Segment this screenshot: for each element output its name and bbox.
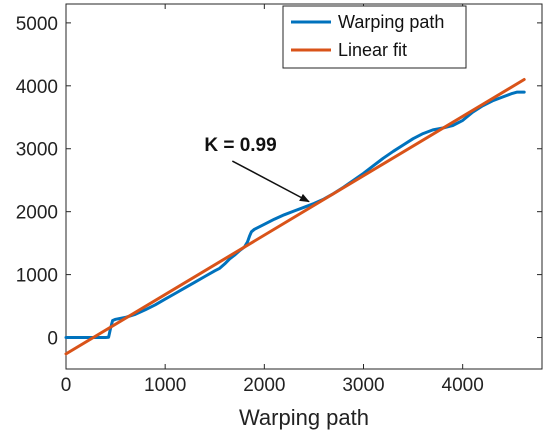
y-tick-label: 4000 — [16, 77, 58, 98]
y-tick-label: 2000 — [16, 203, 58, 224]
y-tick-label: 3000 — [16, 140, 58, 161]
x-tick-label: 1000 — [144, 375, 186, 396]
y-tick-label: 1000 — [16, 266, 58, 287]
x-tick-label: 0 — [61, 375, 72, 396]
linear-fit-line — [64, 78, 526, 356]
legend-box — [282, 5, 467, 69]
x-axis: 0 1000 2000 3000 4000 — [61, 4, 484, 396]
legend-label-linear-fit: Linear fit — [338, 40, 407, 60]
annotation-arrow — [231, 160, 310, 203]
x-axis-title: Warping path — [239, 405, 369, 430]
x-tick-label: 4000 — [442, 375, 484, 396]
x-tick-label: 3000 — [342, 375, 384, 396]
legend: Warping path Linear fit — [282, 5, 467, 69]
y-axis: 0 1000 2000 3000 4000 5000 — [16, 14, 542, 350]
series-layer — [64, 78, 526, 356]
y-tick-label: 5000 — [16, 14, 58, 35]
x-tick-label: 2000 — [243, 375, 285, 396]
annotation-layer: K = 0.99 — [204, 135, 310, 203]
legend-label-warping-path: Warping path — [338, 12, 444, 32]
annotation-label: K = 0.99 — [204, 135, 276, 156]
y-tick-label: 0 — [47, 329, 58, 350]
